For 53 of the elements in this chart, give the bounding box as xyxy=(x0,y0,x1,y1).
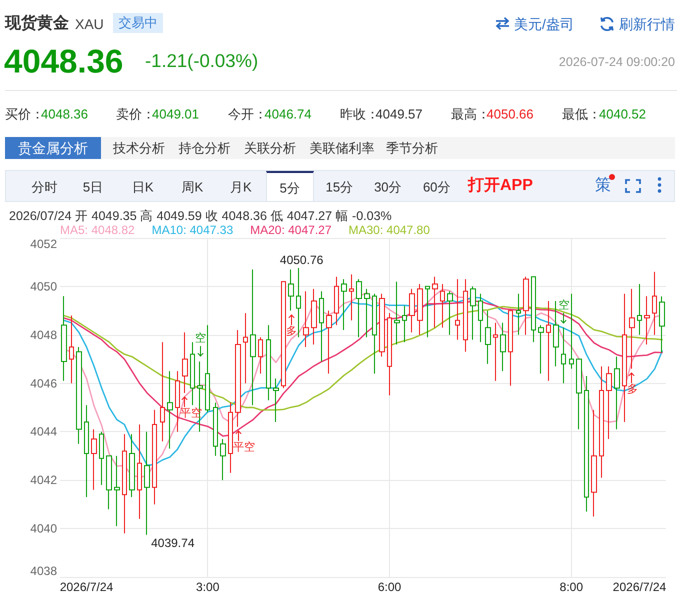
annotation: 多 xyxy=(286,325,298,338)
annotation: 空 xyxy=(558,299,570,312)
text: 刷新行情 xyxy=(619,16,675,32)
text: 贵金属分析 xyxy=(5,137,101,159)
text: 15分 xyxy=(326,180,354,194)
text: -1.21(-0.03%) xyxy=(145,50,258,71)
y-tick-label: 4046 xyxy=(30,376,58,390)
chart-subtitle: XAU xyxy=(75,16,104,32)
text: 4049.57 xyxy=(376,106,422,122)
text: 关联分析 xyxy=(244,140,296,156)
chart-title: 现货黄金 xyxy=(5,15,69,32)
text: MA5: 4048.82 xyxy=(60,223,136,237)
x-tick-label: 2026/7/24 xyxy=(60,580,114,593)
text: 4050.66 xyxy=(486,106,534,122)
x-tick-label: 6:00 xyxy=(378,580,402,593)
y-tick-label: 4044 xyxy=(30,424,58,439)
text: 交易中 xyxy=(113,13,163,33)
y-tick-label: 4040 xyxy=(30,522,58,536)
text: 技术分析 xyxy=(113,140,165,156)
annotation: 平空 xyxy=(233,441,255,454)
text: 2026/07/24 开 4049.35 高 4049.59 收 4048.36 低 4047.27 幅 -0.03% xyxy=(9,208,392,223)
text: 30分 xyxy=(374,180,402,194)
text: 季节分析 xyxy=(386,140,438,156)
text: 打开APP xyxy=(468,177,533,194)
y-tick-label: 4042 xyxy=(30,473,58,488)
annotation: 4050.76 xyxy=(280,253,324,268)
annotation: 空 xyxy=(195,332,206,345)
text: 4048.36 xyxy=(4,42,124,80)
x-tick-label: 3:00 xyxy=(196,580,220,593)
x-tick-label: 2026/7/24 xyxy=(612,580,667,593)
text: MA20: 4047.27 xyxy=(250,223,332,237)
text: 周K xyxy=(182,180,204,194)
text: 月K xyxy=(230,180,252,194)
text: 持仓分析 xyxy=(178,140,230,156)
text: 4046.74 xyxy=(264,106,312,122)
y-tick-label: 4048 xyxy=(30,328,58,342)
y-tick-label: 4052 xyxy=(30,237,58,251)
text: 日K xyxy=(132,180,154,194)
y-tick-label: 4050 xyxy=(30,279,58,294)
annotation: 4039.74 xyxy=(151,536,194,550)
text: 2026-07-24 09:00:20 xyxy=(558,54,675,69)
text: 4040.52 xyxy=(599,106,646,122)
text: 策 xyxy=(595,177,611,194)
text: MA10: 4047.33 xyxy=(152,223,234,237)
x-tick-label: 8:00 xyxy=(560,580,584,593)
y-tick-label: 4038 xyxy=(30,564,58,578)
text: 美元/盎司 xyxy=(514,16,574,32)
text: 分时 xyxy=(32,180,58,194)
text: 5分 xyxy=(280,180,300,196)
text: 美联储利率 xyxy=(310,140,374,156)
text: 5日 xyxy=(82,180,104,194)
text: MA30: 4047.80 xyxy=(348,223,430,237)
text: 60分 xyxy=(422,180,450,194)
